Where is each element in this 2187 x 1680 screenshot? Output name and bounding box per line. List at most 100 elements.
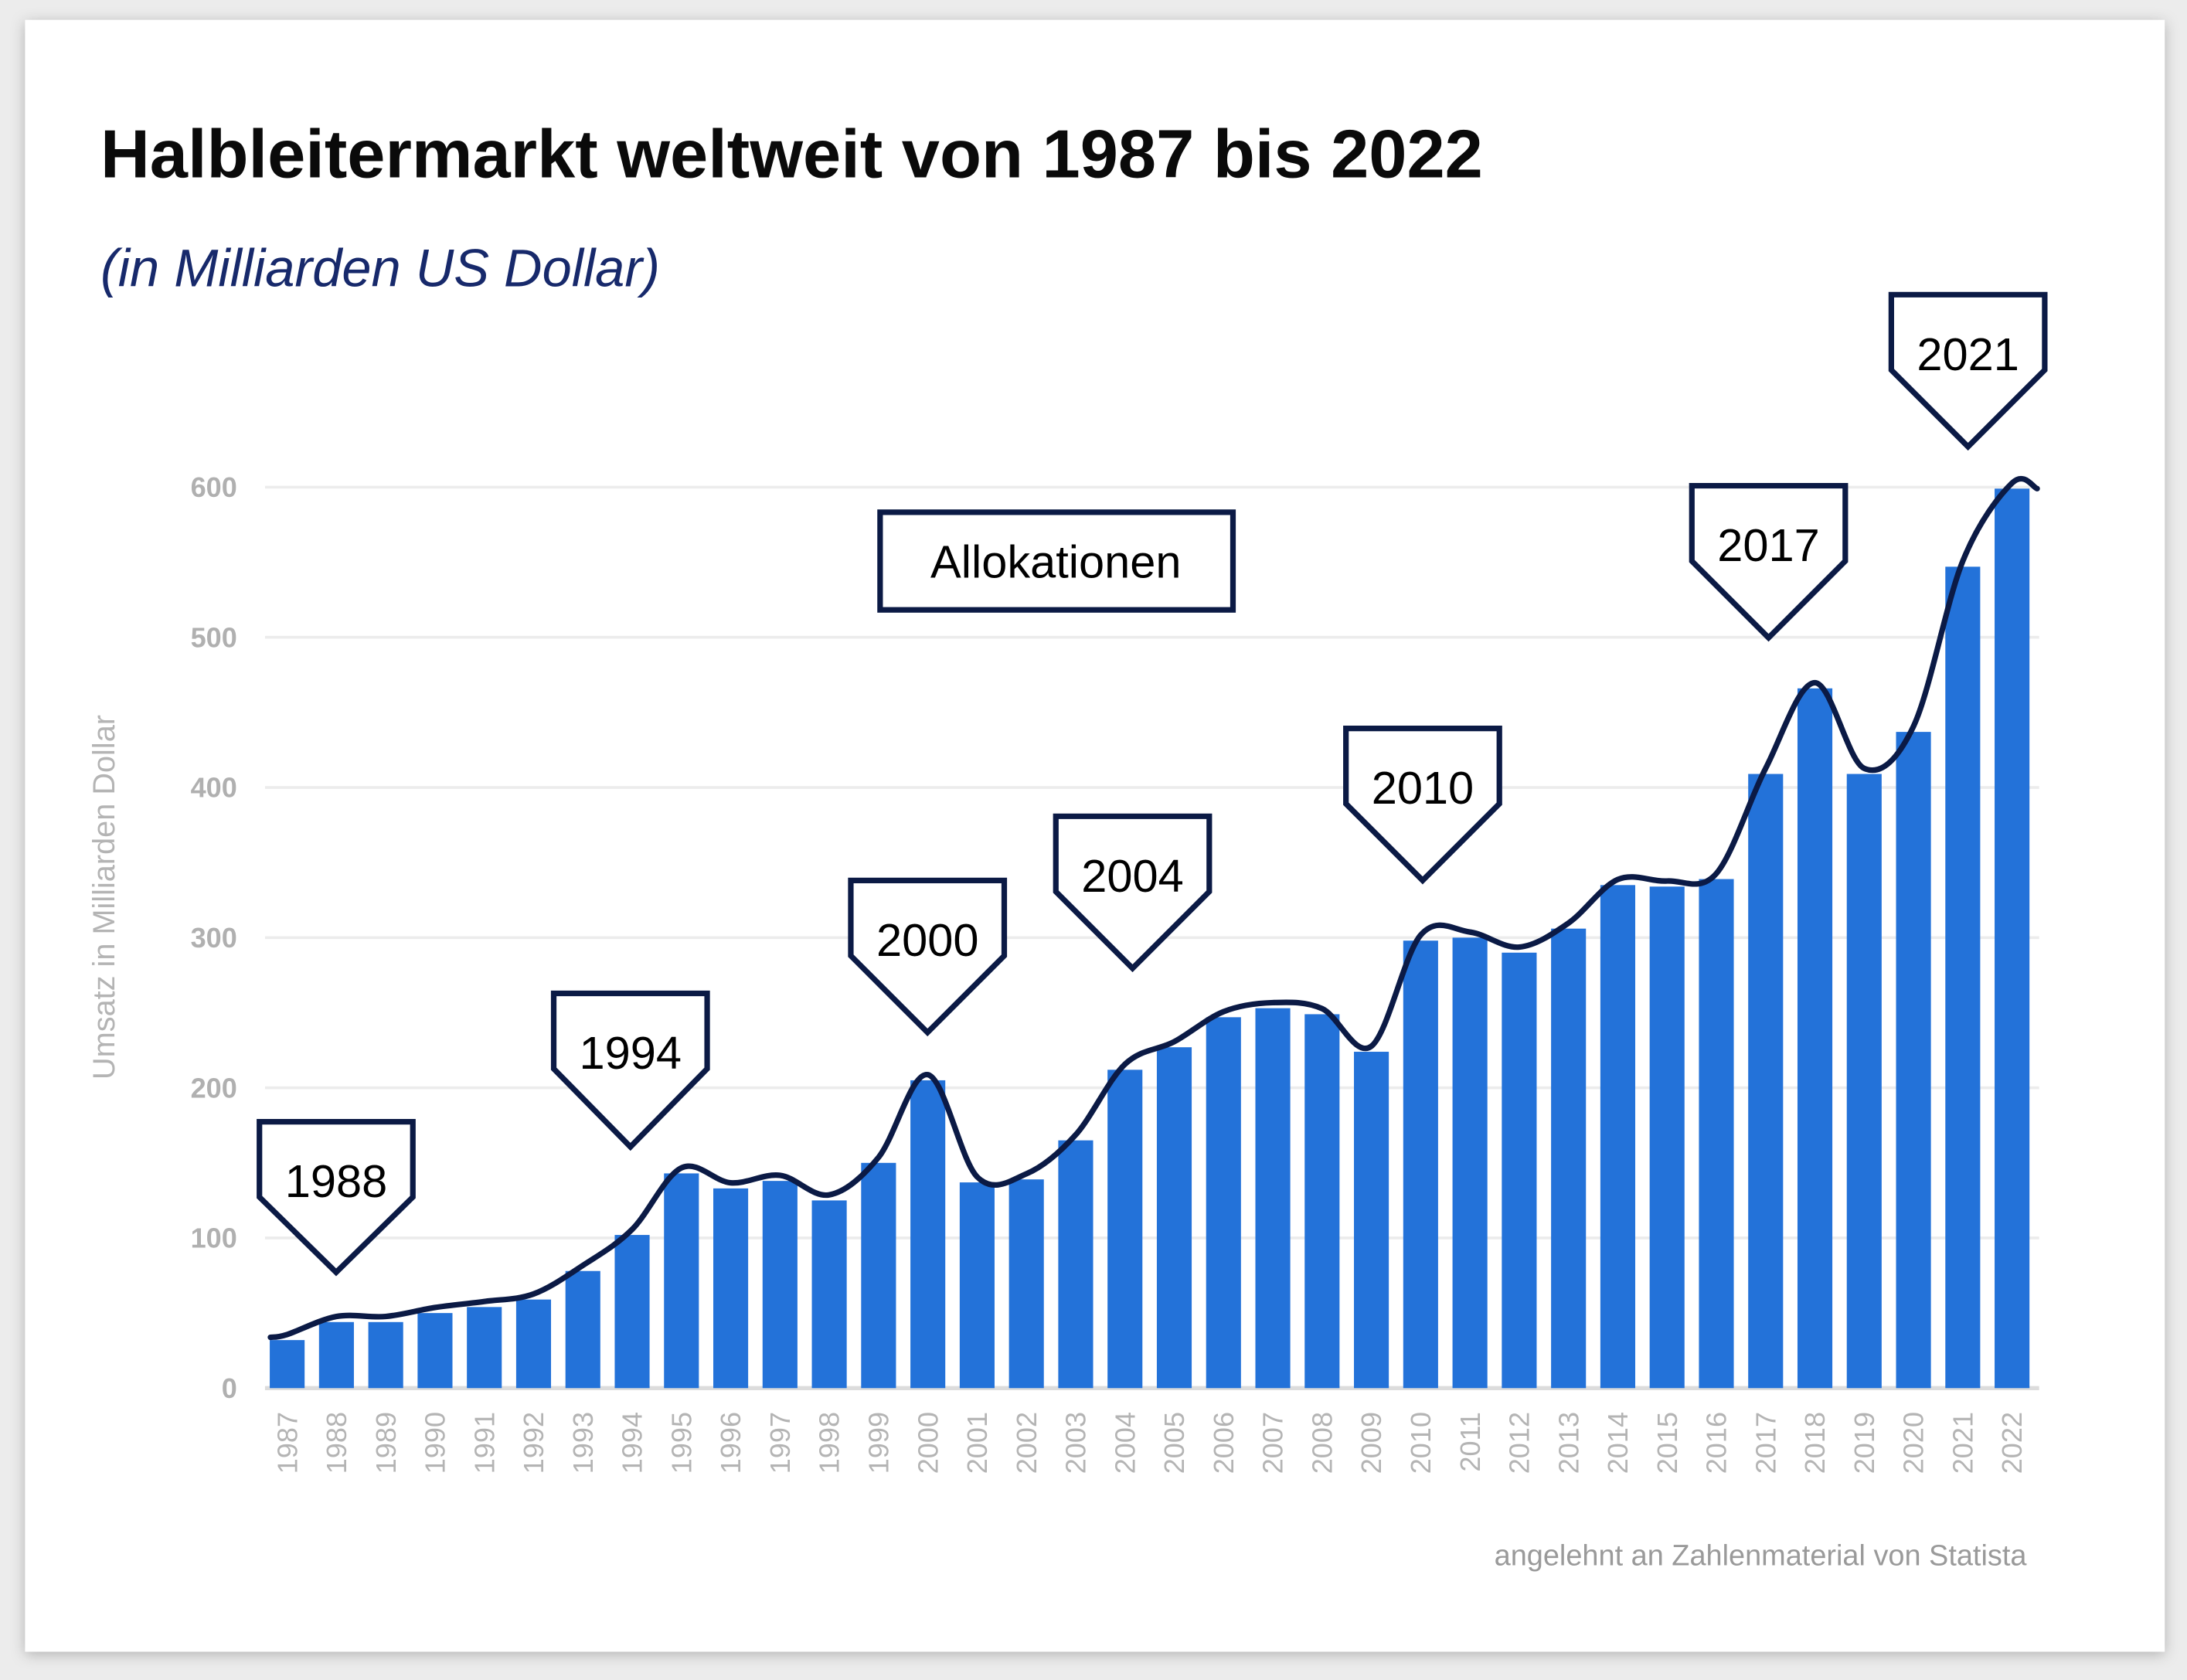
x-tick-label: 2010 (1405, 1412, 1437, 1474)
bar-2012 (1502, 952, 1537, 1389)
callout-1994: 1994 (550, 990, 710, 1151)
callout-2021: 2021 (1888, 291, 2048, 451)
chart-title: Halbleitermarkt weltweit von 1987 bis 20… (100, 116, 1483, 192)
x-tick-label: 1990 (420, 1412, 451, 1474)
bar-2021 (1945, 566, 1981, 1389)
x-tick-label: 1996 (715, 1412, 747, 1474)
bar-1987 (270, 1340, 305, 1389)
x-tick-label: 2013 (1553, 1412, 1584, 1474)
x-tick-label: 1997 (764, 1412, 796, 1474)
bar-1990 (417, 1313, 453, 1389)
x-tick-label: 2004 (1109, 1412, 1141, 1474)
bar-1999 (861, 1162, 896, 1389)
x-tick-label: 2002 (1011, 1412, 1042, 1474)
x-tick-label: 1993 (567, 1412, 599, 1474)
callout-2004: 2004 (1053, 813, 1213, 973)
bar-2003 (1058, 1140, 1094, 1389)
bar-1991 (467, 1307, 502, 1389)
bar-2011 (1452, 937, 1488, 1389)
x-tick-label: 1999 (863, 1412, 895, 1474)
x-tick-label: 2022 (1996, 1412, 2028, 1474)
callout-label: 1994 (580, 1027, 682, 1079)
bar-2008 (1304, 1014, 1340, 1389)
x-tick-label: 2012 (1504, 1412, 1536, 1474)
callout-shape (257, 1118, 416, 1277)
x-tick-label: 1991 (468, 1412, 500, 1474)
x-tick-label: 2019 (1849, 1412, 1880, 1474)
bar-2018 (1797, 688, 1833, 1389)
trend-line (267, 475, 2040, 1341)
x-tick-label: 2000 (912, 1412, 944, 1474)
x-tick-label: 2007 (1257, 1412, 1289, 1474)
bar-2002 (1008, 1179, 1044, 1389)
y-axis-label: Umsatz in Milliarden Dollar (87, 715, 121, 1080)
bar-2000 (910, 1080, 946, 1389)
x-tick-label: 1992 (518, 1412, 549, 1474)
y-tick-label: 500 (191, 621, 237, 653)
callout-label: 2021 (1917, 328, 2019, 380)
y-tick-label: 100 (191, 1223, 237, 1254)
bar-2006 (1206, 1017, 1241, 1389)
source-note: angelehnt an Zahlenmaterial von Statista (1495, 1540, 2028, 1573)
callout-shape (1689, 482, 1849, 642)
callout-2017: 2017 (1689, 482, 1849, 642)
x-tick-label: 2014 (1602, 1412, 1634, 1474)
x-tick-label: 2005 (1158, 1412, 1190, 1474)
bar-2004 (1107, 1070, 1143, 1389)
bar-2001 (959, 1182, 995, 1389)
x-tick-label: 2021 (1947, 1412, 1978, 1474)
x-tick-label: 2009 (1355, 1412, 1387, 1474)
x-axis-ticks: 1987 1988 1989 1990 1991 1992 1993 1994 1995 1996… (271, 1412, 2028, 1474)
x-tick-label: 1994 (617, 1412, 648, 1474)
callout-shape (1343, 726, 1502, 885)
bar-2007 (1255, 1008, 1291, 1389)
x-tick-label: 1988 (321, 1412, 352, 1474)
bar-2009 (1354, 1052, 1389, 1389)
x-tick-label: 2015 (1651, 1412, 1683, 1474)
bar-2017 (1748, 774, 1784, 1389)
x-tick-label: 1987 (271, 1412, 303, 1474)
bar-1993 (565, 1270, 600, 1389)
bar-1988 (318, 1321, 354, 1389)
bar-1995 (664, 1173, 699, 1389)
y-tick-label: 300 (191, 922, 237, 954)
callout-label: 2000 (876, 914, 978, 966)
callout-shape (550, 990, 710, 1151)
bars (270, 488, 2030, 1389)
chart-subtitle: (in Milliarden US Dollar) (100, 238, 660, 298)
bar-1998 (811, 1200, 847, 1389)
callout-label: 1988 (285, 1155, 387, 1207)
bar-2022 (1995, 488, 2030, 1389)
bar-1992 (515, 1299, 552, 1389)
callouts: 1988 1994 2000 2004 2010 2017 2021 (257, 291, 2048, 1277)
bar-2019 (1846, 774, 1882, 1389)
callout-2000: 2000 (848, 877, 1008, 1037)
bar-2016 (1699, 879, 1734, 1389)
callout-shape (1053, 813, 1213, 973)
x-tick-label: 2006 (1208, 1412, 1240, 1474)
callout-1988: 1988 (257, 1118, 416, 1277)
x-tick-label: 1998 (814, 1412, 845, 1474)
callout-shape (1888, 291, 2048, 451)
allokationen-box: Allokationen (877, 509, 1236, 613)
bar-2005 (1156, 1047, 1192, 1389)
x-tick-label: 1989 (370, 1412, 402, 1474)
bar-1989 (368, 1321, 403, 1389)
bar-1996 (713, 1188, 749, 1389)
x-tick-label: 2016 (1701, 1412, 1733, 1474)
bar-1994 (614, 1235, 650, 1389)
bar-2010 (1403, 940, 1438, 1389)
bar-2015 (1649, 886, 1685, 1389)
x-tick-label: 2018 (1799, 1412, 1831, 1474)
x-tick-label: 2020 (1898, 1412, 1930, 1474)
bar-1997 (762, 1181, 798, 1389)
x-tick-label: 2011 (1454, 1412, 1486, 1472)
callout-label: 2010 (1372, 762, 1474, 814)
bar-2020 (1896, 732, 1931, 1389)
y-tick-label: 600 (191, 471, 237, 503)
callout-shape (848, 877, 1008, 1037)
bar-2013 (1551, 928, 1587, 1389)
x-tick-label: 2017 (1750, 1412, 1781, 1474)
x-tick-label: 2003 (1060, 1412, 1092, 1474)
